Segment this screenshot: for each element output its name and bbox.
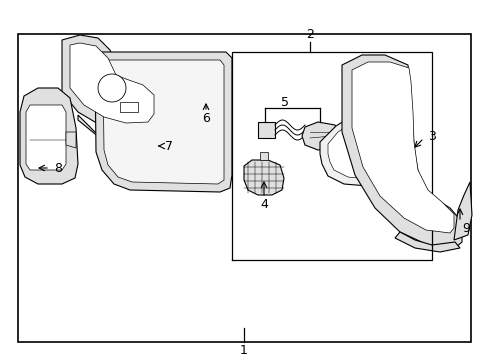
Bar <box>261 125 271 135</box>
Polygon shape <box>260 152 267 160</box>
Bar <box>18 34 470 342</box>
Polygon shape <box>103 60 224 184</box>
Polygon shape <box>120 102 138 112</box>
Polygon shape <box>183 90 187 100</box>
Polygon shape <box>244 160 284 195</box>
Text: 9: 9 <box>461 221 469 234</box>
Polygon shape <box>327 122 403 179</box>
Text: 7: 7 <box>164 140 173 153</box>
Polygon shape <box>258 122 274 138</box>
Polygon shape <box>319 114 411 186</box>
Polygon shape <box>351 62 453 233</box>
Text: 1: 1 <box>240 343 247 356</box>
Text: 5: 5 <box>281 95 288 108</box>
Polygon shape <box>95 52 231 192</box>
Polygon shape <box>453 182 471 240</box>
Polygon shape <box>26 105 66 170</box>
Polygon shape <box>20 88 78 184</box>
Polygon shape <box>341 55 461 248</box>
Polygon shape <box>70 43 154 123</box>
Polygon shape <box>185 86 222 108</box>
Circle shape <box>98 74 126 102</box>
Polygon shape <box>130 134 175 155</box>
Polygon shape <box>302 122 339 150</box>
Text: 6: 6 <box>202 112 209 125</box>
Polygon shape <box>148 127 154 134</box>
Text: 4: 4 <box>260 198 267 211</box>
Polygon shape <box>66 132 76 148</box>
Text: 3: 3 <box>427 130 435 143</box>
Polygon shape <box>62 35 160 132</box>
Polygon shape <box>394 232 459 252</box>
Text: 2: 2 <box>305 27 313 41</box>
Polygon shape <box>78 115 164 145</box>
Text: 8: 8 <box>54 162 62 175</box>
Polygon shape <box>140 88 172 135</box>
